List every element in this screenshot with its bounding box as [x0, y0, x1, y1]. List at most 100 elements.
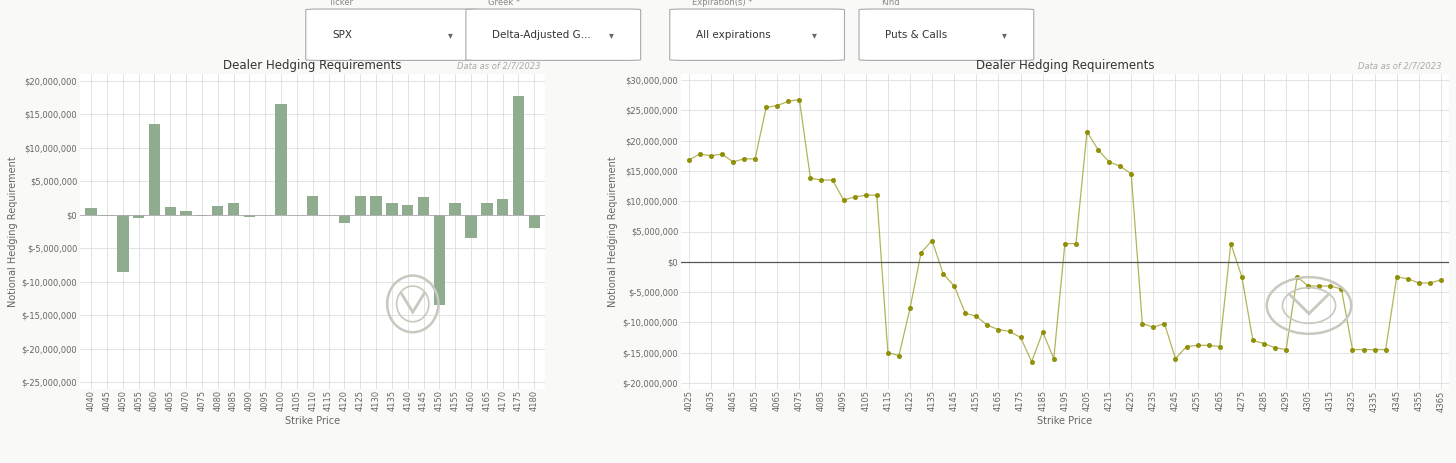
Title: Dealer Hedging Requirements: Dealer Hedging Requirements: [223, 58, 402, 71]
Bar: [165, 206, 176, 215]
Point: [942, 282, 965, 290]
Point: [965, 313, 989, 320]
Point: [677, 156, 700, 164]
Point: [1053, 240, 1076, 247]
Point: [910, 249, 933, 257]
Point: [1374, 346, 1398, 353]
Point: [997, 328, 1021, 335]
Point: [1153, 320, 1176, 327]
Point: [877, 349, 900, 357]
Point: [744, 155, 767, 163]
Point: [1351, 346, 1374, 353]
Point: [766, 102, 789, 109]
Point: [776, 98, 799, 105]
Point: [1252, 340, 1275, 347]
X-axis label: Strike Price: Strike Price: [1037, 416, 1092, 425]
Point: [1286, 273, 1309, 281]
Bar: [370, 196, 381, 215]
Point: [689, 150, 712, 158]
Point: [1009, 334, 1032, 341]
Point: [711, 150, 734, 158]
Bar: [386, 203, 397, 215]
Point: [1163, 355, 1187, 363]
Y-axis label: Notional Hedging Requirement: Notional Hedging Requirement: [609, 156, 619, 307]
Bar: [529, 215, 540, 228]
Point: [1042, 355, 1066, 363]
Point: [1187, 342, 1210, 349]
Text: ▾: ▾: [609, 30, 613, 40]
Point: [1406, 279, 1430, 287]
Point: [1197, 342, 1220, 349]
Text: Delta-Adjusted G...: Delta-Adjusted G...: [492, 30, 591, 40]
Point: [1319, 282, 1342, 290]
Bar: [496, 200, 508, 215]
Bar: [213, 206, 223, 215]
Point: [788, 96, 811, 103]
Point: [754, 104, 778, 111]
Point: [898, 305, 922, 312]
Text: ▾: ▾: [448, 30, 453, 40]
Point: [1064, 240, 1088, 247]
Text: Puts & Calls: Puts & Calls: [885, 30, 948, 40]
Point: [1131, 320, 1155, 327]
Point: [732, 155, 756, 163]
Point: [1219, 240, 1242, 247]
Text: SPX: SPX: [332, 30, 352, 40]
Bar: [132, 215, 144, 218]
Point: [1274, 346, 1297, 353]
Point: [976, 322, 999, 329]
Y-axis label: Notional Hedging Requirement: Notional Hedging Requirement: [7, 156, 17, 307]
Bar: [339, 215, 349, 223]
Point: [821, 176, 844, 184]
Point: [1076, 128, 1099, 135]
Point: [1108, 163, 1131, 170]
Bar: [243, 215, 255, 217]
Text: Greek *: Greek *: [488, 0, 520, 7]
X-axis label: Strike Price: Strike Price: [285, 416, 341, 425]
FancyBboxPatch shape: [466, 9, 641, 60]
FancyBboxPatch shape: [306, 9, 480, 60]
Point: [831, 196, 855, 204]
Bar: [354, 196, 365, 215]
Point: [1396, 275, 1420, 282]
Bar: [181, 212, 192, 215]
Point: [1418, 279, 1441, 287]
Point: [1264, 344, 1287, 351]
Text: Data as of 2/7/2023: Data as of 2/7/2023: [457, 62, 540, 71]
Point: [1363, 346, 1386, 353]
Point: [1098, 158, 1121, 166]
Point: [932, 270, 955, 278]
Bar: [307, 196, 319, 215]
Text: Ticker: Ticker: [328, 0, 352, 7]
Point: [1242, 337, 1265, 344]
Point: [855, 192, 878, 199]
Bar: [513, 95, 524, 215]
Point: [887, 352, 910, 359]
Point: [799, 175, 823, 182]
Point: [1208, 343, 1232, 350]
Point: [1307, 282, 1331, 290]
FancyBboxPatch shape: [670, 9, 844, 60]
Point: [1329, 285, 1353, 293]
Bar: [149, 125, 160, 215]
Point: [1021, 358, 1044, 365]
Point: [1430, 276, 1453, 284]
Point: [920, 237, 943, 244]
Bar: [466, 215, 476, 238]
Point: [1230, 273, 1254, 281]
Text: All expirations: All expirations: [696, 30, 770, 40]
Text: Data as of 2/7/2023: Data as of 2/7/2023: [1357, 62, 1441, 71]
Point: [987, 326, 1010, 333]
Bar: [434, 215, 446, 305]
Point: [1385, 273, 1408, 281]
Bar: [229, 203, 239, 215]
Point: [721, 158, 744, 166]
Bar: [102, 215, 112, 216]
Bar: [116, 215, 128, 272]
Point: [1175, 343, 1198, 350]
Point: [699, 152, 722, 160]
Point: [1142, 324, 1165, 331]
Point: [1120, 170, 1143, 178]
Text: Expiration(s) *: Expiration(s) *: [692, 0, 753, 7]
Point: [843, 193, 866, 200]
